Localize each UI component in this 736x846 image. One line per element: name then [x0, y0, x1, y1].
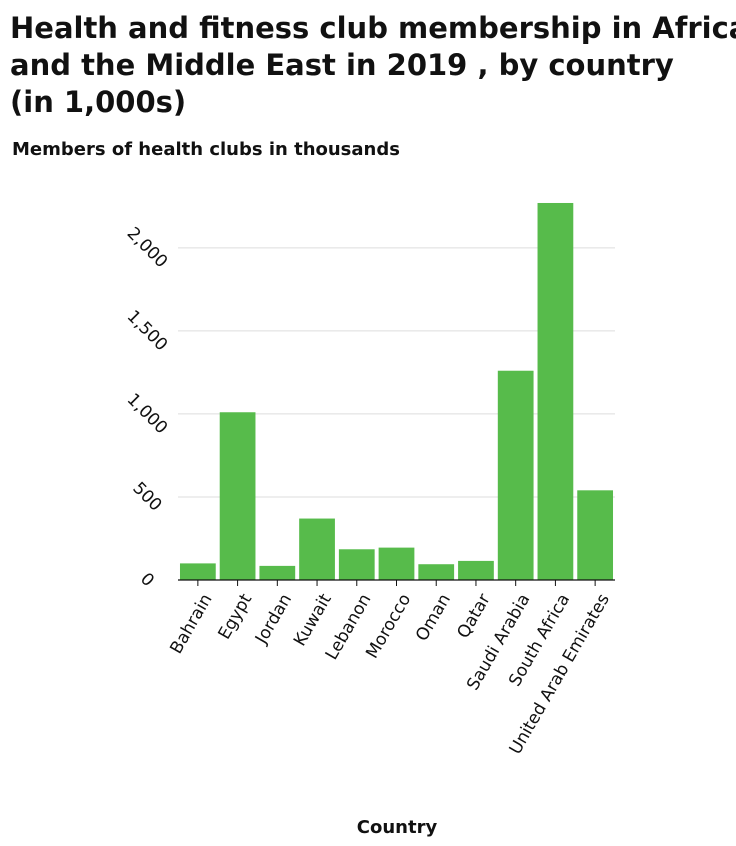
bar	[537, 202, 574, 580]
y-tick-label: 0	[136, 569, 158, 591]
bar	[577, 490, 614, 580]
x-tick-label: Oman	[412, 591, 455, 645]
x-tick-label: Egypt	[214, 590, 256, 643]
bar	[418, 564, 455, 580]
x-axis-title: Country	[357, 817, 438, 838]
y-tick-label: 500	[128, 478, 165, 515]
chart-title: (in 1,000s)	[10, 85, 186, 119]
y-tick-label: 2,000	[123, 224, 172, 273]
y-tick-label: 1,000	[123, 390, 172, 439]
bar	[378, 547, 415, 580]
bar	[219, 412, 256, 580]
x-tick-label: Bahrain	[166, 591, 216, 658]
bar	[259, 565, 296, 580]
chart-title: and the Middle East in 2019 , by country	[10, 48, 674, 82]
bar	[179, 563, 216, 580]
x-tick-label: Qatar	[453, 590, 494, 641]
bar	[497, 370, 534, 580]
y-axis-title: Members of health clubs in thousands	[12, 139, 400, 160]
y-tick-label: 1,500	[123, 307, 172, 356]
chart-title: Health and fitness club membership in Af…	[10, 11, 736, 45]
bar	[338, 549, 375, 580]
bar	[458, 560, 494, 580]
bar	[299, 518, 335, 580]
